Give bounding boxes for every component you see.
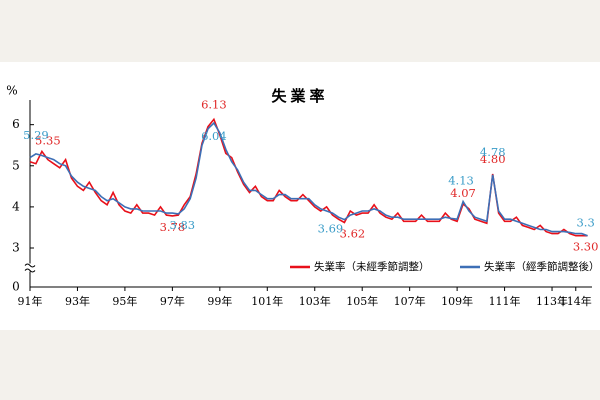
value-label: 4.80 [480, 152, 506, 166]
value-label: 5.29 [23, 128, 49, 142]
x-tick-label: 95年 [112, 294, 137, 308]
x-tick-label: 93年 [65, 294, 90, 308]
x-tick-label: 109年 [441, 294, 473, 308]
x-tick-label: 114年 [560, 294, 592, 308]
y-unit: % [6, 84, 17, 98]
y-tick-label: 4 [12, 199, 20, 213]
value-label: 4.78 [480, 145, 506, 159]
x-tick-label: 107年 [394, 294, 426, 308]
value-label: 3.3 [576, 216, 594, 230]
value-label: 3.30 [573, 240, 599, 254]
legend-label: 失業率（未經季節調整） [314, 260, 430, 273]
y-tick-label: 3 [12, 241, 20, 255]
y-tick-label: 5 [12, 158, 20, 172]
x-tick-label: 99年 [207, 294, 232, 308]
axis-break-gap [25, 263, 35, 272]
x-tick-label: 113年 [536, 294, 568, 308]
value-label: 6.13 [201, 97, 227, 111]
value-label: 4.13 [448, 174, 474, 188]
x-tick-label: 111年 [489, 294, 521, 308]
value-label: 5.35 [35, 133, 61, 147]
chart-title: 失業率 [271, 87, 328, 105]
x-tick-label: 103年 [299, 294, 331, 308]
x-tick-label: 101年 [251, 294, 283, 308]
y-tick-label: 6 [12, 117, 20, 131]
x-tick-label: 105年 [346, 294, 378, 308]
axis-break [24, 263, 36, 273]
series-line [29, 121, 588, 237]
value-label: 4.07 [450, 186, 476, 200]
y-tick-label: 0 [12, 280, 20, 294]
x-tick-label: 91年 [18, 294, 43, 308]
value-label: 6.04 [201, 129, 227, 143]
value-label: 3.83 [170, 218, 196, 232]
x-tick-label: 97年 [160, 294, 185, 308]
legend-label: 失業率（經季節調整後） [484, 260, 600, 273]
value-label: 3.78 [160, 220, 186, 234]
value-label: 3.69 [318, 222, 344, 236]
value-label: 3.62 [340, 227, 366, 241]
